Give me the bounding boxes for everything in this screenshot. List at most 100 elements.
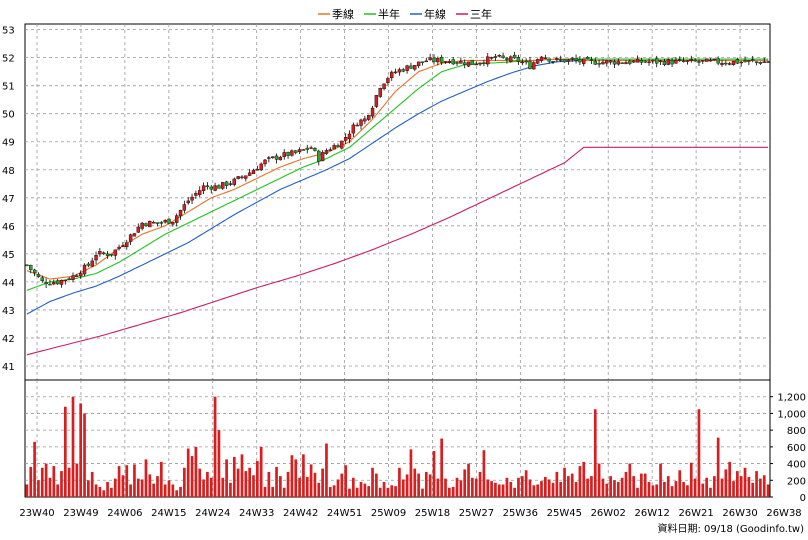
price-gridlines bbox=[25, 24, 770, 380]
candle bbox=[301, 149, 306, 151]
candle-body bbox=[708, 59, 713, 62]
candle-body bbox=[209, 186, 213, 190]
volume-bar bbox=[198, 468, 202, 497]
candle-body bbox=[724, 62, 728, 65]
candle bbox=[724, 60, 728, 66]
candle-body bbox=[731, 60, 736, 65]
candle bbox=[251, 168, 256, 174]
candle-body bbox=[712, 58, 717, 61]
candle-body bbox=[178, 210, 183, 217]
volume-bar bbox=[413, 468, 417, 497]
candle-body bbox=[566, 59, 571, 62]
volume-bar bbox=[87, 480, 90, 497]
candle-body bbox=[155, 222, 160, 224]
candle-body bbox=[171, 221, 175, 225]
candle-body bbox=[758, 62, 763, 64]
volume-bar bbox=[640, 473, 643, 497]
candle bbox=[140, 221, 144, 231]
candle-body bbox=[98, 251, 102, 255]
candle-body bbox=[589, 59, 594, 61]
volume-bars bbox=[25, 396, 770, 497]
candle bbox=[247, 169, 252, 176]
candle bbox=[167, 218, 171, 224]
volume-bar bbox=[90, 471, 94, 497]
volume-bar bbox=[332, 485, 336, 497]
volume-bar bbox=[294, 459, 298, 497]
candle bbox=[651, 59, 655, 65]
candle bbox=[466, 61, 471, 67]
candle-body bbox=[570, 58, 574, 60]
candle-body bbox=[125, 242, 129, 248]
candle-body bbox=[516, 57, 521, 62]
candle-body bbox=[78, 273, 83, 277]
volume-bar bbox=[378, 487, 382, 497]
volume-bar bbox=[432, 451, 436, 497]
candle-body bbox=[397, 69, 402, 73]
candle-body bbox=[48, 283, 52, 286]
volume-bar bbox=[179, 486, 182, 497]
volume-bar bbox=[597, 463, 601, 497]
candle bbox=[386, 76, 390, 85]
volume-bar bbox=[98, 486, 102, 497]
candle-body bbox=[401, 69, 405, 72]
candle bbox=[493, 53, 498, 61]
candle-body bbox=[224, 181, 229, 186]
candle-body bbox=[86, 263, 91, 266]
x-tick-label: 26W21 bbox=[678, 508, 713, 519]
candle-body bbox=[466, 61, 471, 67]
candle-body bbox=[697, 61, 701, 63]
candle bbox=[516, 54, 521, 65]
candle bbox=[459, 57, 463, 64]
candle-body bbox=[593, 60, 597, 65]
volume-bar bbox=[167, 480, 171, 497]
candle-body bbox=[751, 59, 755, 61]
candle bbox=[443, 61, 448, 64]
volume-bar bbox=[428, 474, 432, 497]
candle-body bbox=[735, 59, 740, 64]
candle bbox=[754, 61, 759, 66]
volume-bar bbox=[582, 461, 586, 497]
volume-tick-label: 1,200 bbox=[777, 393, 806, 404]
candle-body bbox=[167, 218, 171, 224]
candle-body bbox=[190, 196, 194, 201]
candle-body bbox=[766, 61, 770, 63]
candle bbox=[743, 56, 747, 63]
candle-body bbox=[148, 221, 152, 228]
candle-body bbox=[704, 58, 709, 62]
candle bbox=[670, 57, 674, 68]
candle-body bbox=[317, 150, 321, 162]
candle bbox=[747, 60, 751, 66]
volume-bar bbox=[148, 474, 152, 497]
candle bbox=[270, 156, 275, 159]
volume-bar bbox=[359, 481, 363, 497]
x-tick-label: 26W30 bbox=[722, 508, 757, 519]
legend-label: 半年 bbox=[378, 7, 400, 21]
x-axis: 23W40 23W49 24W06 24W15 24W24 24W33 24W42 24W51… bbox=[19, 508, 801, 519]
candle bbox=[758, 61, 763, 65]
volume-bar bbox=[309, 464, 313, 497]
volume-bar bbox=[351, 477, 355, 497]
candle-body bbox=[343, 137, 348, 141]
candle bbox=[217, 184, 221, 189]
volume-bar bbox=[305, 476, 309, 497]
candle bbox=[562, 59, 567, 63]
x-tick-label: 25W36 bbox=[503, 508, 538, 519]
volume-bar bbox=[60, 471, 63, 497]
candle-body bbox=[128, 234, 133, 242]
candle bbox=[428, 53, 432, 61]
candle-body bbox=[743, 60, 747, 63]
candle bbox=[355, 122, 359, 127]
volume-tick-label: 800 bbox=[787, 426, 806, 437]
volume-bar bbox=[382, 481, 386, 497]
candle-body bbox=[274, 155, 279, 160]
candle-body bbox=[240, 176, 244, 179]
candle-body bbox=[505, 58, 509, 60]
candle-body bbox=[474, 63, 478, 66]
candle-body bbox=[36, 274, 41, 277]
candle bbox=[593, 57, 597, 65]
candle bbox=[405, 64, 409, 74]
volume-bar bbox=[259, 446, 263, 497]
volume-bar bbox=[113, 478, 117, 497]
volume-bar bbox=[670, 486, 674, 497]
volume-bar bbox=[129, 484, 132, 497]
